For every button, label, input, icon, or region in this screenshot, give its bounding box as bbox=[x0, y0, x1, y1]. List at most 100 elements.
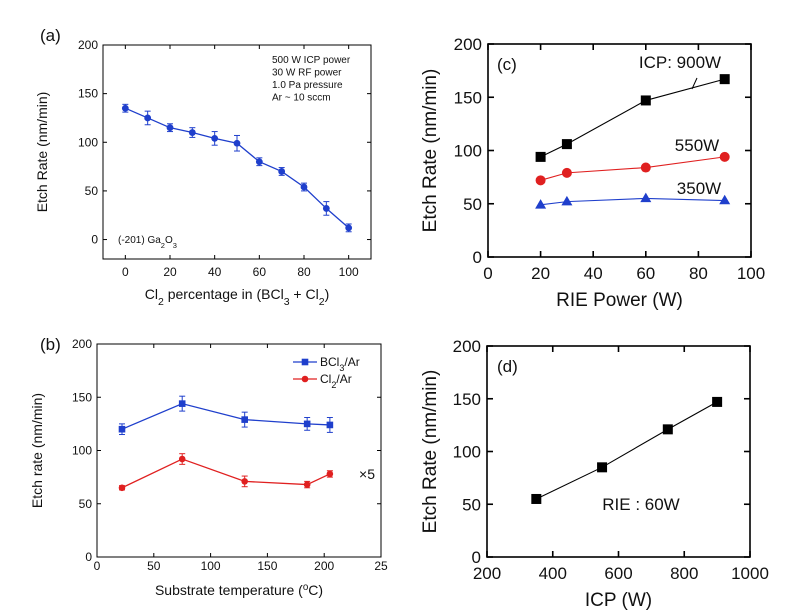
x-tick-label: 0 bbox=[483, 264, 492, 283]
legend-label: BCl3/Ar bbox=[320, 355, 360, 373]
sample-label: (-201) Ga2O3 bbox=[118, 235, 177, 250]
x-tick-label: 0 bbox=[94, 559, 101, 573]
data-point bbox=[326, 421, 334, 429]
data-point bbox=[640, 192, 652, 203]
x-axis-label: Substrate temperature (oC) bbox=[155, 582, 323, 599]
x-tick-label: 1000 bbox=[731, 564, 769, 583]
legend-item-0: BCl3/Ar bbox=[293, 355, 360, 373]
x-axis-label: Cl2 percentage in (BCl3 + Cl2) bbox=[145, 286, 329, 308]
x-tick-label: 80 bbox=[689, 264, 708, 283]
panel-label: (c) bbox=[497, 55, 517, 74]
y-tick-label: 100 bbox=[72, 444, 92, 458]
data-point bbox=[719, 194, 731, 205]
x-tick-label: 20 bbox=[531, 264, 550, 283]
data-point bbox=[561, 167, 572, 178]
series-line bbox=[540, 78, 725, 158]
x-axis-label-text: Substrate temperature (oC) bbox=[155, 582, 323, 599]
y-tick-label: 200 bbox=[78, 38, 98, 52]
data-point bbox=[719, 74, 730, 85]
x-tick-label: 40 bbox=[584, 264, 603, 283]
data-point bbox=[535, 199, 547, 209]
data-point bbox=[345, 224, 353, 232]
x-tick-label: 800 bbox=[670, 564, 698, 583]
panel-label: (d) bbox=[497, 357, 518, 376]
data-point bbox=[326, 470, 334, 478]
x-tick-label: 60 bbox=[253, 265, 267, 279]
y-tick-label: 200 bbox=[72, 337, 92, 351]
data-point bbox=[322, 205, 330, 212]
plot-frame bbox=[486, 345, 751, 558]
legend-label: Cl2/Ar bbox=[320, 372, 352, 390]
series-1 bbox=[535, 151, 730, 186]
x-tick-label: 100 bbox=[737, 264, 765, 283]
condition-text: 30 W RF power bbox=[272, 68, 342, 79]
panel-label: (a) bbox=[40, 26, 61, 45]
series-line bbox=[540, 197, 725, 206]
data-point bbox=[118, 425, 126, 433]
y-tick-label: 200 bbox=[453, 337, 481, 356]
y-tick-label: 100 bbox=[453, 443, 481, 462]
y-tick-label: 150 bbox=[72, 390, 92, 404]
series-label-900W: ICP: 900W bbox=[639, 53, 721, 72]
x-tick-label: 20 bbox=[163, 265, 177, 279]
series-line bbox=[536, 401, 718, 500]
y-tick-label: 0 bbox=[473, 248, 482, 267]
series-2 bbox=[535, 192, 731, 209]
y-axis-label-text: Etch rate (nm/min) bbox=[29, 393, 45, 508]
legend-marker bbox=[301, 358, 309, 366]
y-tick-label: 100 bbox=[454, 142, 482, 161]
x-tick-label: 400 bbox=[539, 564, 567, 583]
data-point bbox=[561, 195, 573, 206]
series-1 bbox=[118, 453, 334, 492]
x-axis-label: RIE Power (W) bbox=[556, 290, 683, 311]
x-tick-label: 100 bbox=[339, 265, 359, 279]
panel-c: 0 20 40 60 80 100 0 50 100 150 200 RIE Power (W) Etc… bbox=[420, 35, 765, 311]
condition-text: Ar ~ 10 sccm bbox=[272, 93, 331, 104]
y-axis-label-text: Etch Rate (nm/min) bbox=[420, 370, 441, 534]
rie-annotation: RIE : 60W bbox=[602, 495, 679, 514]
y-axis-label-text: Etch Rate (nm/min) bbox=[34, 92, 50, 213]
data-point bbox=[241, 478, 248, 485]
data-point bbox=[278, 168, 286, 175]
data-point bbox=[118, 484, 126, 492]
data-point bbox=[166, 124, 174, 132]
x-tick-label: 0 bbox=[122, 265, 129, 279]
x-tick-label: 100 bbox=[201, 559, 221, 573]
x-axis-label-text: ICP (W) bbox=[585, 590, 652, 611]
data-point bbox=[255, 158, 263, 166]
series-0 bbox=[118, 395, 334, 436]
data-point bbox=[712, 396, 723, 407]
x-tick-label: 25 bbox=[374, 559, 388, 573]
panel-label: (b) bbox=[40, 335, 61, 354]
x-tick-label: 200 bbox=[473, 564, 501, 583]
data-point bbox=[535, 151, 546, 162]
series-line bbox=[121, 402, 330, 430]
y-axis-label: Etch rate (nm/min) bbox=[29, 393, 45, 508]
data-point bbox=[121, 104, 129, 112]
y-tick-label: 50 bbox=[463, 195, 482, 214]
data-point bbox=[144, 114, 152, 122]
data-point bbox=[178, 400, 186, 407]
x-tick-label: 50 bbox=[147, 559, 161, 573]
series-line bbox=[121, 458, 331, 489]
plot-frame bbox=[102, 44, 372, 260]
scale-annotation: ×5 bbox=[359, 466, 375, 482]
y-tick-label: 150 bbox=[453, 390, 481, 409]
series-label-pointer bbox=[691, 77, 698, 90]
series-line bbox=[125, 107, 350, 229]
x-tick-label: 150 bbox=[257, 559, 277, 573]
series-label-550W: 550W bbox=[675, 136, 719, 155]
data-point bbox=[531, 493, 542, 504]
y-axis-label: Etch Rate (nm/min) bbox=[420, 370, 441, 534]
data-point bbox=[303, 481, 311, 488]
condition-text: 500 W ICP power bbox=[272, 55, 351, 66]
y-tick-label: 0 bbox=[85, 550, 92, 564]
y-axis-label-text: Etch Rate (nm/min) bbox=[420, 69, 441, 233]
x-tick-label: 200 bbox=[314, 559, 334, 573]
series-label-350W: 350W bbox=[677, 179, 721, 198]
legend-marker bbox=[301, 375, 309, 383]
data-point bbox=[662, 424, 673, 435]
